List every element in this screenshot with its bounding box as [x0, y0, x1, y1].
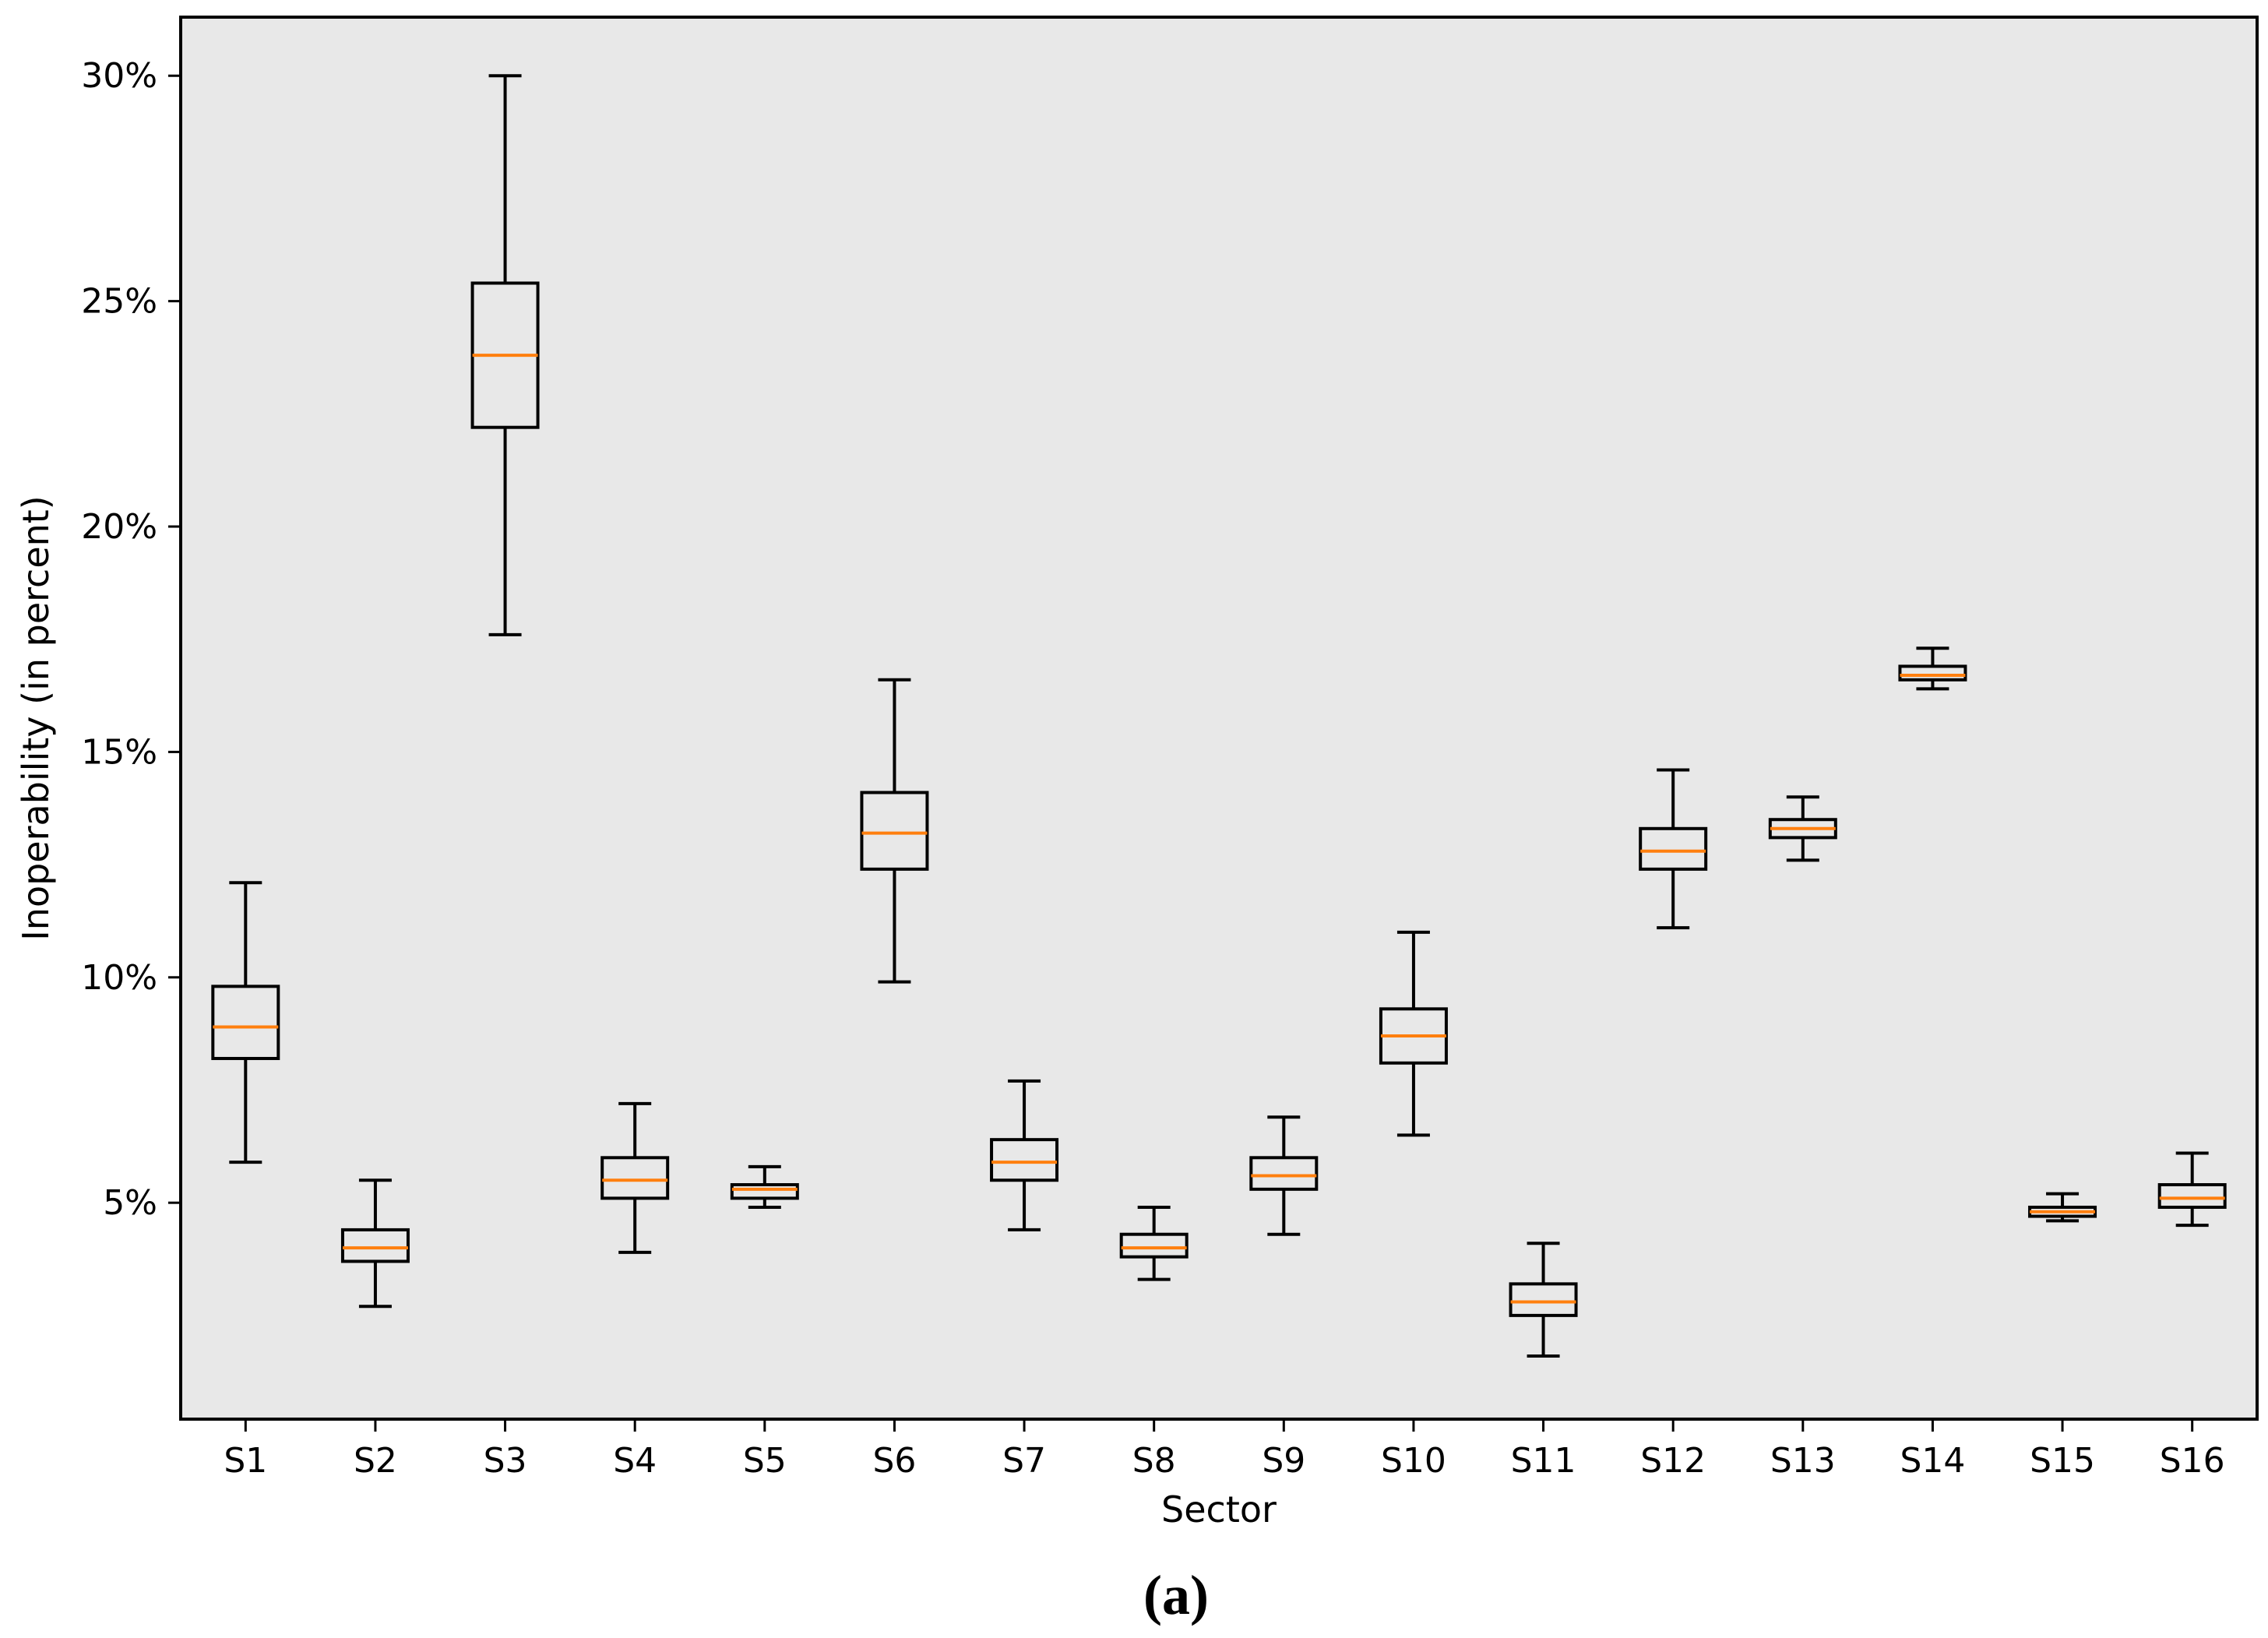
iqr-box [211, 985, 280, 1060]
plot-area [179, 16, 2259, 1421]
y-tick-label: 25% [81, 282, 157, 322]
y-tick-label: 5% [103, 1183, 157, 1223]
y-tick-label: 20% [81, 507, 157, 547]
box-s11 [1509, 1242, 1578, 1358]
iqr-box [2157, 1183, 2227, 1209]
box-s14 [1898, 646, 1967, 691]
box-s9 [1249, 1115, 1319, 1236]
box-s4 [600, 1101, 670, 1254]
box-s1 [211, 881, 280, 1164]
x-tick-label: S14 [1900, 1441, 1965, 1481]
x-axis: S1 S2 S3 S4 S5 S6 S7 S8 S9 S10 S11 S12 S13 S14 S15 S16 [224, 1419, 2225, 1481]
box-s5 [730, 1164, 799, 1209]
iqr-box [1639, 826, 1708, 871]
y-tick-label: 10% [81, 958, 157, 998]
box-s6 [860, 678, 929, 984]
box-s2 [340, 1178, 410, 1309]
box-s13 [1768, 795, 1837, 862]
x-tick-label: S1 [224, 1441, 267, 1481]
iqr-box [730, 1183, 799, 1200]
x-tick-label: S8 [1132, 1441, 1176, 1481]
iqr-box [1898, 664, 1967, 682]
x-tick-label: S4 [613, 1441, 657, 1481]
x-tick-label: S3 [484, 1441, 527, 1481]
x-tick-label: S9 [1262, 1441, 1305, 1481]
figure-caption: (a) [1143, 1564, 1209, 1626]
y-tick-label: 30% [81, 56, 157, 96]
iqr-box [1509, 1282, 1578, 1317]
box-s12 [1639, 768, 1708, 930]
iqr-box [340, 1228, 410, 1263]
x-tick-label: S7 [1002, 1441, 1046, 1481]
y-axis-label: Inoperability (in percent) [15, 495, 57, 941]
x-tick-label: S6 [872, 1441, 916, 1481]
box-s8 [1119, 1205, 1189, 1281]
boxes-layer [211, 74, 2227, 1358]
x-tick-label: S11 [1511, 1441, 1576, 1481]
iqr-box [990, 1138, 1059, 1182]
x-tick-label: S5 [743, 1441, 787, 1481]
y-tick-label: 15% [81, 732, 157, 772]
x-tick-label: S12 [1640, 1441, 1706, 1481]
x-tick-label: S15 [2030, 1441, 2095, 1481]
y-axis: 5% 10% 15% 20% 25% 30% [81, 56, 181, 1223]
iqr-box [1119, 1232, 1189, 1259]
box-s3 [470, 74, 540, 636]
box-s7 [990, 1079, 1059, 1231]
iqr-box [600, 1156, 670, 1200]
iqr-box [860, 791, 929, 871]
x-axis-label: Sector [1161, 1488, 1277, 1531]
box-s10 [1379, 930, 1448, 1137]
x-tick-label: S16 [2160, 1441, 2225, 1481]
iqr-box [1249, 1156, 1319, 1191]
box-s15 [2028, 1192, 2097, 1223]
x-tick-label: S10 [1381, 1441, 1446, 1481]
x-tick-label: S13 [1770, 1441, 1836, 1481]
box-s16 [2157, 1151, 2227, 1228]
x-tick-label: S2 [354, 1441, 397, 1481]
